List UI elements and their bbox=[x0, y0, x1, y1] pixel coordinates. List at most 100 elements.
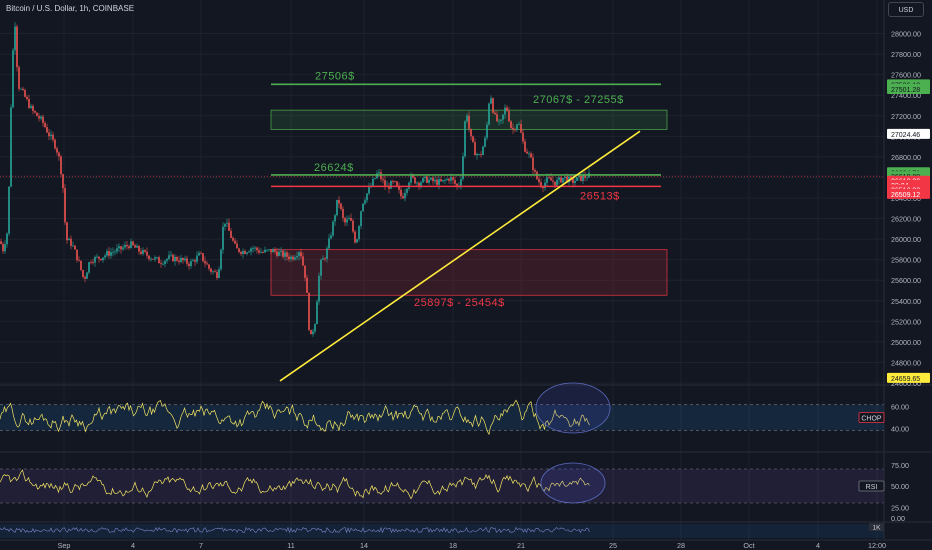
indicator-band bbox=[0, 469, 884, 503]
candle-body bbox=[28, 99, 30, 108]
time-tick-label: 7 bbox=[199, 541, 203, 550]
candle-body bbox=[334, 215, 336, 222]
candle-body bbox=[324, 258, 326, 260]
candle-body bbox=[156, 257, 158, 259]
candle-body bbox=[434, 179, 436, 182]
candle-body bbox=[258, 250, 260, 253]
candle-body bbox=[228, 222, 230, 231]
candle-body bbox=[172, 254, 174, 262]
price-tick-label: 26000.00 bbox=[891, 235, 921, 244]
indicator-tick-label: 25.00 bbox=[891, 503, 909, 512]
candle-body bbox=[286, 252, 288, 257]
candle-body bbox=[22, 88, 24, 91]
candle-body bbox=[68, 238, 70, 241]
candle-body bbox=[456, 183, 458, 186]
candle-body bbox=[178, 260, 180, 262]
candle-body bbox=[32, 105, 34, 111]
candle-body bbox=[394, 181, 396, 182]
candle-body bbox=[150, 258, 152, 260]
candle-body bbox=[50, 134, 52, 137]
indicator-line bbox=[0, 399, 590, 436]
candle-body bbox=[194, 260, 196, 262]
candle-body bbox=[164, 260, 166, 264]
candle-body bbox=[580, 175, 582, 181]
candle-body bbox=[412, 175, 414, 178]
candle-body bbox=[284, 252, 286, 257]
candle-body bbox=[262, 252, 264, 254]
price-tag-bg bbox=[887, 372, 930, 383]
candle-body bbox=[242, 250, 244, 254]
candle-body bbox=[140, 251, 142, 254]
candle-body bbox=[546, 177, 548, 183]
candle-body bbox=[530, 153, 532, 158]
candle-body bbox=[496, 114, 498, 122]
candle-body bbox=[460, 179, 462, 186]
candle-body bbox=[94, 256, 96, 263]
price-tag: 24659.65 bbox=[891, 376, 920, 383]
candle-body bbox=[484, 137, 486, 147]
candle-body bbox=[308, 292, 310, 330]
candle-body bbox=[314, 324, 316, 332]
price-axis[interactable]: 28000.00 27800.00 27600.00 27400.00 27200.00… bbox=[858, 0, 930, 540]
candle-body bbox=[278, 251, 280, 256]
candle-body bbox=[130, 241, 132, 248]
time-axis[interactable]: Sep 4 7 11 14 18 21 25 28 Oct 4 12:00 bbox=[0, 539, 932, 550]
candle-body bbox=[502, 114, 504, 120]
indicator-tick-label: 50.00 bbox=[891, 482, 909, 491]
candle-body bbox=[572, 178, 574, 183]
candle-body bbox=[476, 154, 478, 156]
candle-body bbox=[328, 238, 330, 249]
candle-body bbox=[72, 245, 74, 247]
candle-body bbox=[64, 188, 66, 223]
candle-body bbox=[342, 208, 344, 218]
candle-body bbox=[442, 180, 444, 182]
candle-body bbox=[444, 180, 446, 181]
candle-body bbox=[14, 26, 16, 51]
candle-body bbox=[96, 256, 98, 258]
candle-body bbox=[174, 257, 176, 262]
candle-body bbox=[270, 249, 272, 253]
candle-body bbox=[124, 245, 126, 248]
currency-button[interactable]: USD bbox=[888, 2, 924, 17]
level-27506-label: 27506$ bbox=[315, 70, 355, 82]
candle-body bbox=[364, 200, 366, 204]
candle-body bbox=[404, 192, 406, 199]
candle-body bbox=[464, 121, 466, 157]
candle-body bbox=[402, 196, 404, 199]
candle-body bbox=[332, 221, 334, 236]
candle-body bbox=[492, 98, 494, 113]
time-axis-bg bbox=[0, 540, 932, 550]
candle-body bbox=[252, 248, 254, 249]
candle-body bbox=[532, 157, 534, 171]
candle-body bbox=[158, 257, 160, 264]
candle-body bbox=[360, 211, 362, 227]
candle-body bbox=[516, 124, 518, 130]
candle-body bbox=[26, 96, 28, 100]
candle-body bbox=[8, 186, 10, 234]
candle-body bbox=[4, 244, 6, 252]
price-tick-label: 27600.00 bbox=[891, 71, 921, 80]
third-pane-tick: 0.00 bbox=[891, 514, 905, 523]
candle-body bbox=[122, 247, 124, 250]
candle-body bbox=[226, 222, 228, 224]
time-tick-label: Sep bbox=[58, 541, 71, 550]
candle-body bbox=[186, 258, 188, 264]
third-pane-line bbox=[0, 526, 590, 534]
candle-body bbox=[210, 268, 212, 272]
candle-body bbox=[98, 256, 100, 259]
candle-body bbox=[114, 251, 116, 253]
candle-body bbox=[340, 203, 342, 209]
candle-body bbox=[76, 249, 78, 261]
candle-body bbox=[538, 179, 540, 183]
candle-body bbox=[148, 255, 150, 260]
candle-body bbox=[466, 115, 468, 122]
candle-body bbox=[220, 249, 222, 270]
candle-body bbox=[318, 275, 320, 302]
candle-body bbox=[162, 263, 164, 265]
time-tick-label: 4 bbox=[816, 541, 820, 550]
candle-body bbox=[326, 248, 328, 259]
candle-body bbox=[224, 223, 226, 227]
chop-highlight-circle bbox=[535, 382, 611, 434]
candle-body bbox=[336, 199, 338, 216]
